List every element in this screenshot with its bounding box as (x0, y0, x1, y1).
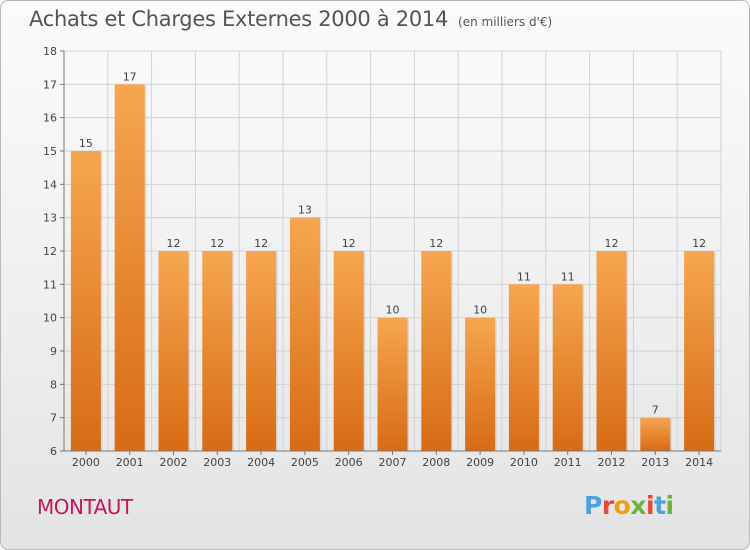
chart-title-block: Achats et Charges Externes 2000 à 2014 (e… (29, 7, 552, 31)
data-label-2002: 12 (167, 237, 181, 250)
data-label-2005: 13 (298, 204, 312, 217)
data-label-2003: 12 (210, 237, 224, 250)
data-label-2012: 12 (605, 237, 619, 250)
y-tick-label: 16 (43, 112, 57, 125)
chart-title: Achats et Charges Externes 2000 à 2014 (29, 7, 449, 31)
x-tick-label: 2006 (335, 456, 363, 469)
y-tick-label: 17 (43, 78, 57, 91)
commune-name: MONTAUT (37, 495, 133, 519)
bar-2005 (289, 217, 320, 451)
bar-2013 (640, 417, 671, 451)
y-tick-label: 10 (43, 312, 57, 325)
bar-2007 (377, 317, 408, 451)
data-label-2007: 10 (386, 304, 400, 317)
chart-unit: (en milliers d'€) (458, 15, 553, 29)
x-tick-label: 2014 (685, 456, 713, 469)
bar-2001 (114, 84, 145, 451)
bar-2009 (465, 317, 496, 451)
x-tick-label: 2002 (160, 456, 188, 469)
y-tick-label: 18 (43, 45, 57, 58)
bar-2011 (552, 284, 583, 451)
y-tick-label: 15 (43, 145, 57, 158)
x-tick-label: 2004 (247, 456, 275, 469)
bar-2010 (508, 284, 539, 451)
data-label-2010: 11 (517, 270, 531, 283)
logo-letter: t (654, 491, 666, 520)
x-tick-label: 2009 (466, 456, 494, 469)
x-tick-label: 2001 (116, 456, 144, 469)
y-tick-label: 14 (43, 178, 57, 191)
data-label-2009: 10 (473, 304, 487, 317)
logo-letter: i (665, 491, 675, 520)
x-tick-label: 2011 (554, 456, 582, 469)
bar-2004 (246, 251, 277, 451)
data-label-2014: 12 (692, 237, 706, 250)
y-tick-label: 12 (43, 245, 57, 258)
data-label-2013: 7 (652, 404, 659, 417)
logo-letter: r (601, 491, 614, 520)
x-tick-label: 2003 (203, 456, 231, 469)
data-label-2008: 12 (429, 237, 443, 250)
y-tick-label: 9 (50, 345, 57, 358)
data-label-2004: 12 (254, 237, 268, 250)
proxiti-logo: Proxiti (584, 491, 674, 520)
x-tick-label: 2013 (641, 456, 669, 469)
data-label-2006: 12 (342, 237, 356, 250)
bar-2014 (684, 251, 715, 451)
bar-2006 (333, 251, 364, 451)
x-tick-label: 2000 (72, 456, 100, 469)
x-tick-label: 2010 (510, 456, 538, 469)
data-label-2001: 17 (123, 70, 137, 83)
bar-2003 (202, 251, 233, 451)
y-tick-label: 8 (50, 378, 57, 391)
x-tick-label: 2008 (422, 456, 450, 469)
y-tick-label: 7 (50, 412, 57, 425)
logo-letter: x (630, 491, 646, 520)
bar-2002 (158, 251, 189, 451)
bar-2012 (596, 251, 627, 451)
y-tick-label: 6 (50, 445, 57, 458)
x-tick-label: 2007 (379, 456, 407, 469)
x-tick-label: 2012 (598, 456, 626, 469)
data-label-2000: 15 (79, 137, 93, 150)
bar-2000 (70, 151, 101, 451)
bar-2008 (421, 251, 452, 451)
logo-letter: P (584, 491, 602, 520)
logo-letter: o (613, 491, 631, 520)
logo-letter: i (646, 491, 655, 520)
data-label-2011: 11 (561, 270, 575, 283)
y-tick-label: 11 (43, 278, 57, 291)
x-tick-label: 2005 (291, 456, 319, 469)
y-tick-label: 13 (43, 212, 57, 225)
